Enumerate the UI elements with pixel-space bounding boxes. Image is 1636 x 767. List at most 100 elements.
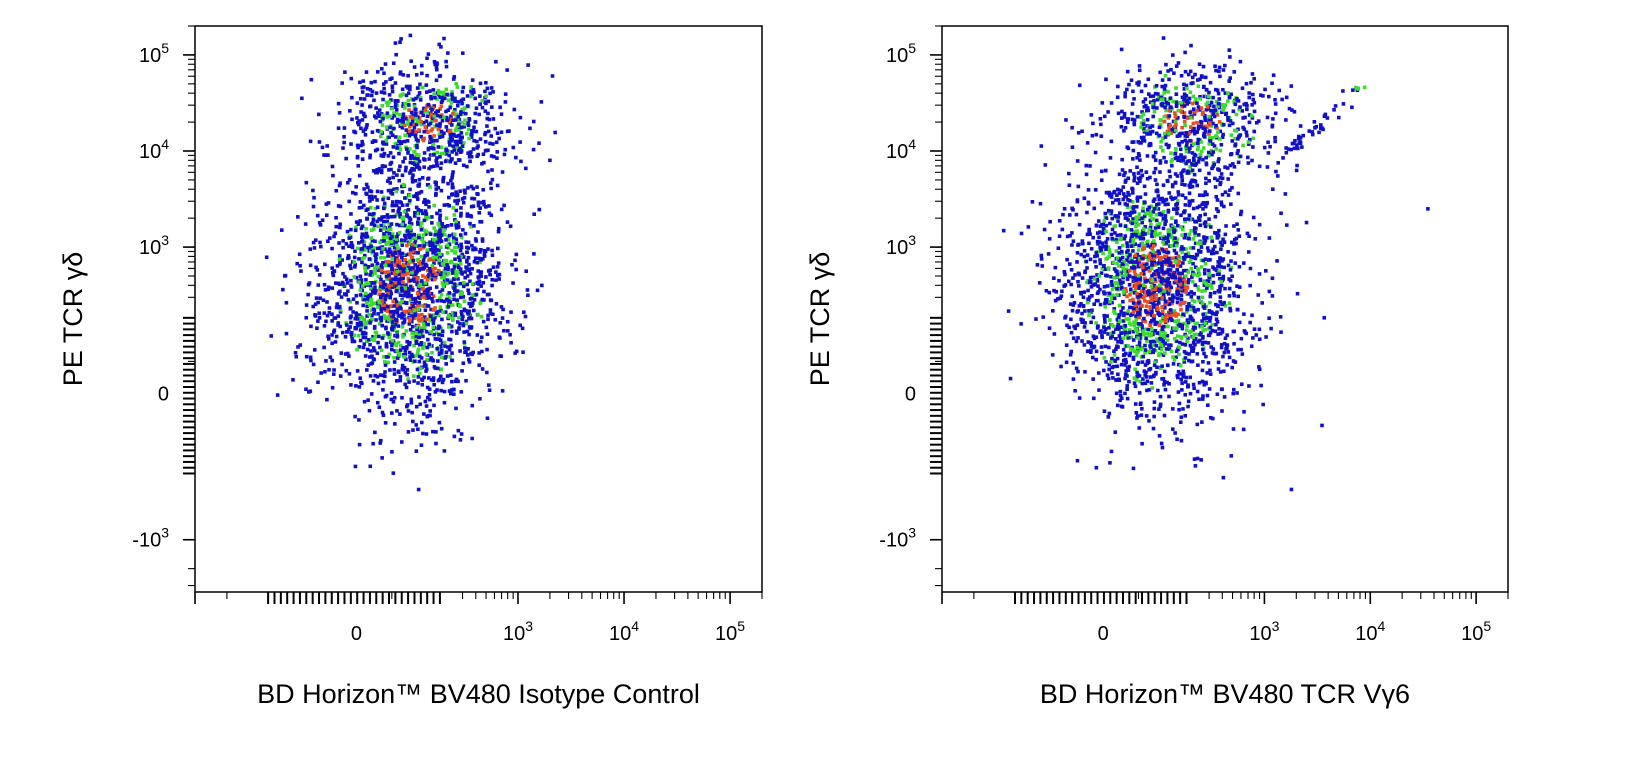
event-dot (1233, 142, 1238, 146)
event-dot (387, 93, 392, 97)
event-dot (417, 159, 422, 164)
event-dot (421, 245, 425, 250)
event-dot (438, 305, 443, 309)
event-dot (1176, 192, 1181, 197)
event-dot (502, 328, 506, 333)
event-dot (1119, 281, 1123, 285)
event-dot (372, 338, 376, 343)
event-dot (439, 104, 444, 109)
event-dot (379, 309, 384, 314)
event-dot (1181, 261, 1185, 265)
event-dot (1175, 174, 1180, 178)
event-dot (1198, 223, 1203, 228)
event-dot (375, 167, 380, 172)
event-dot (1135, 114, 1140, 119)
event-dot (1177, 271, 1181, 276)
event-dot (1144, 327, 1148, 332)
event-dot (433, 180, 438, 185)
event-dot (400, 243, 405, 247)
event-dot (1094, 349, 1099, 354)
event-dot (374, 91, 379, 95)
event-dot (338, 181, 342, 186)
event-dot (307, 390, 311, 394)
event-dot (446, 246, 451, 250)
event-dot (478, 396, 482, 401)
event-dot (438, 114, 443, 119)
event-dot (1191, 107, 1196, 111)
event-dot (1158, 402, 1163, 407)
event-dot (479, 314, 484, 319)
event-dot (1176, 158, 1180, 163)
event-dot (411, 266, 415, 270)
event-dot (426, 183, 431, 187)
event-dot (383, 363, 388, 367)
event-dot (388, 181, 393, 185)
event-dot (1069, 282, 1073, 287)
event-dot (438, 213, 443, 218)
event-dot (1197, 397, 1201, 402)
event-dot (1119, 249, 1124, 254)
event-dot (1223, 91, 1228, 95)
event-dot (1247, 91, 1251, 95)
event-dot (377, 334, 381, 339)
event-dot (467, 117, 471, 121)
event-dot (450, 303, 455, 307)
event-dot (477, 351, 481, 355)
event-dot (1164, 262, 1169, 266)
event-dot (1192, 112, 1197, 116)
event-dot (390, 271, 394, 275)
event-dot (420, 317, 425, 321)
event-dot (327, 306, 332, 310)
event-dot (462, 340, 467, 344)
event-dot (1137, 340, 1142, 345)
event-dot (1191, 228, 1196, 233)
event-dot (332, 328, 337, 333)
event-dot (387, 135, 391, 140)
event-dot (479, 270, 483, 274)
event-dot (424, 83, 429, 87)
event-dot (349, 306, 353, 310)
event-dot (433, 306, 437, 310)
event-dot (1174, 355, 1178, 360)
event-dot (1099, 169, 1104, 174)
event-dot (379, 250, 384, 255)
event-dot (389, 391, 394, 395)
event-dot (448, 135, 453, 140)
event-dot (363, 133, 368, 137)
event-dot (408, 268, 413, 273)
event-dot (1137, 232, 1142, 237)
event-dot (347, 236, 352, 240)
event-dot (359, 126, 363, 131)
event-dot (374, 318, 378, 322)
event-dot (1096, 371, 1101, 375)
event-dot (452, 75, 457, 79)
event-dot (383, 164, 387, 169)
event-dot (352, 339, 357, 344)
event-dot (398, 293, 403, 298)
event-dot (438, 121, 442, 126)
y-axis-ticks (930, 25, 942, 587)
event-dot (1205, 192, 1209, 197)
event-dot (395, 310, 400, 315)
event-dot (1109, 209, 1114, 213)
event-dot (392, 355, 396, 360)
event-dot (359, 226, 364, 231)
event-dot (375, 246, 380, 251)
event-dot (404, 267, 409, 272)
event-dot (1125, 241, 1129, 245)
event-dot (1122, 128, 1126, 133)
event-dot (454, 237, 459, 242)
event-dot (378, 373, 383, 377)
event-dot (1236, 191, 1241, 196)
event-dot (523, 314, 528, 319)
event-dot (1118, 337, 1123, 341)
event-dot (437, 42, 442, 47)
event-dot (385, 232, 389, 237)
event-dot (432, 203, 437, 208)
event-dot (416, 251, 420, 255)
event-dot (338, 324, 343, 329)
event-dot (326, 287, 331, 292)
x-tick-label: 104 (1355, 618, 1385, 645)
event-dot (1077, 304, 1082, 308)
event-dot (446, 265, 450, 270)
